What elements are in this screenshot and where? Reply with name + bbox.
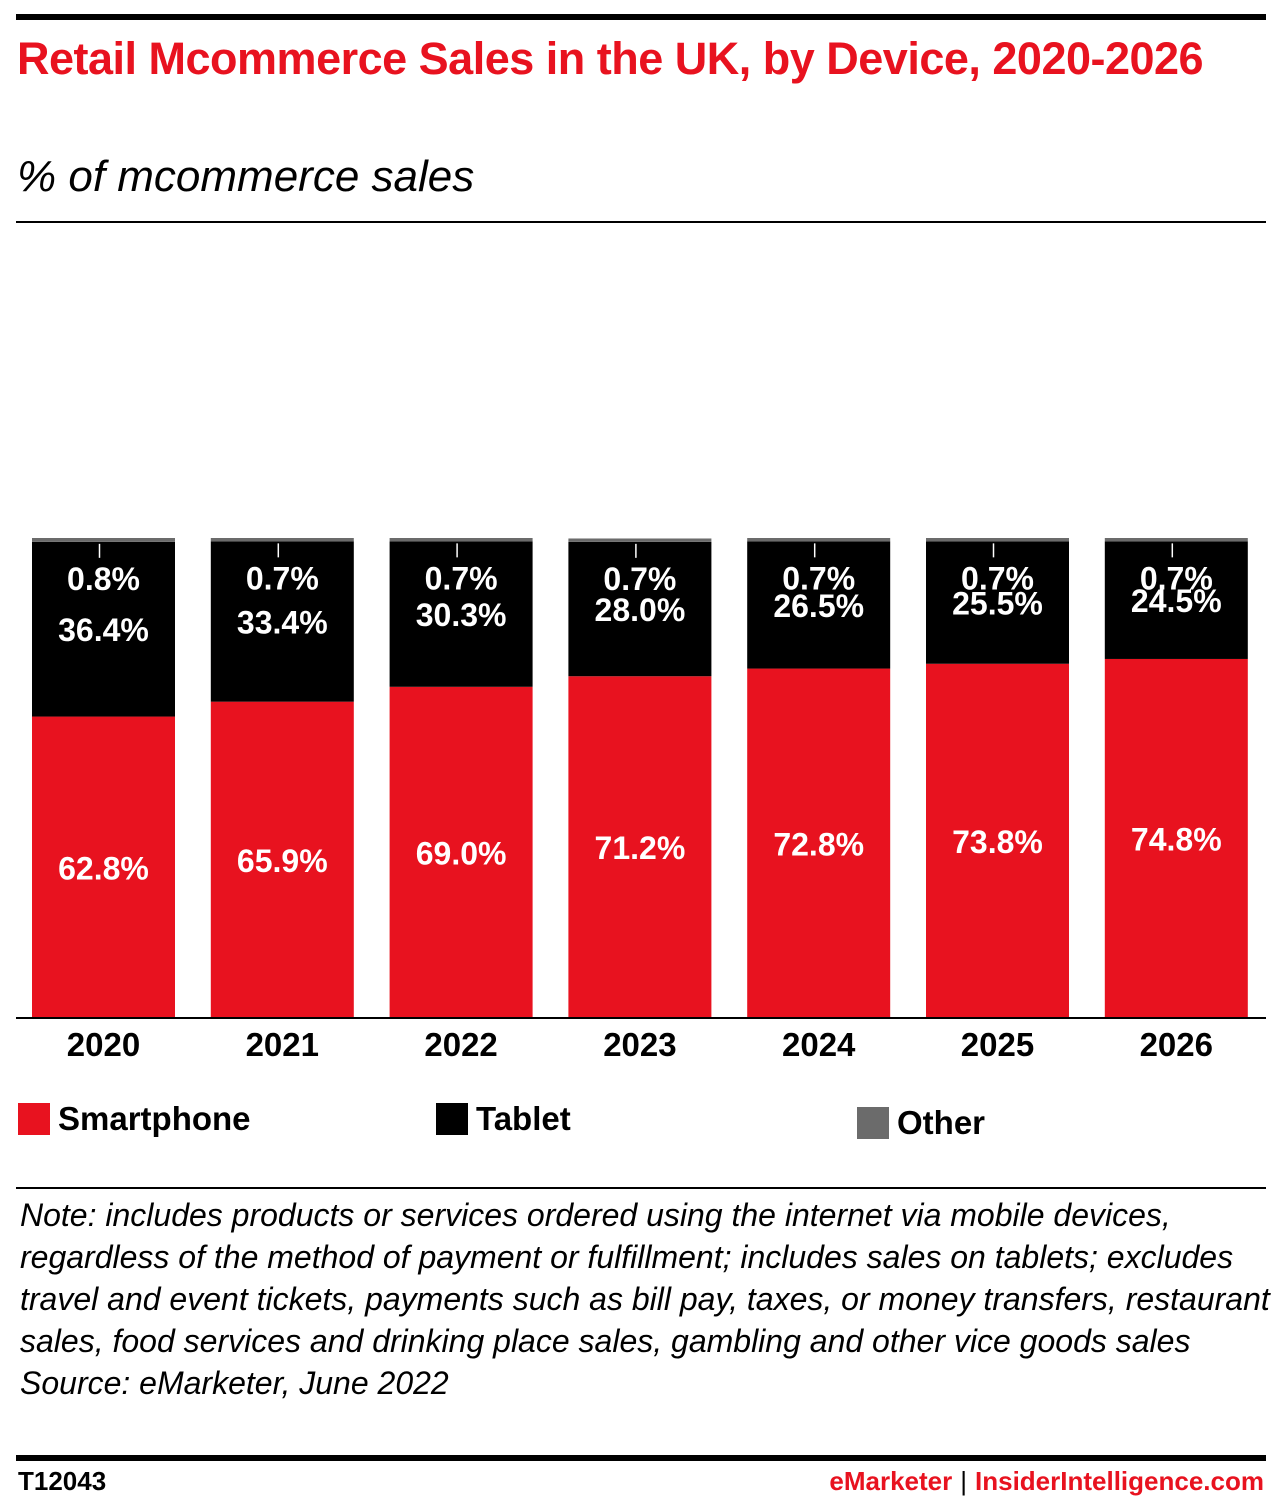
brand-emarketer: eMarketer (829, 1466, 953, 1496)
x-tick-label-2023: 2023 (603, 1026, 676, 1063)
bar-tablet-2023 (568, 541, 712, 677)
bar-smartphone-2024 (747, 668, 891, 1018)
legend-item-other: Other (857, 1104, 985, 1142)
label-smartphone-2023: 71.2% (595, 830, 686, 866)
bar-tablet-2020 (32, 541, 175, 717)
bar-smartphone-2026 (1104, 658, 1248, 1018)
legend-item-smartphone: Smartphone (18, 1100, 251, 1138)
label-tablet-2022: 30.3% (416, 597, 507, 633)
bar-smartphone-2022 (389, 686, 533, 1018)
x-tick-label-2021: 2021 (246, 1026, 319, 1063)
chart-id: T12043 (18, 1466, 107, 1496)
bar-other-2023 (568, 538, 712, 542)
label-tablet-2020: 36.4% (58, 612, 149, 648)
legend-item-tablet: Tablet (436, 1100, 571, 1138)
label-other-2020: 0.8% (67, 561, 140, 597)
label-other-2022: 0.7% (425, 560, 498, 596)
bar-tablet-2025 (926, 541, 1069, 664)
label-smartphone-2024: 72.8% (773, 826, 864, 862)
bar-tablet-2024 (747, 541, 891, 669)
label-smartphone-2026: 74.8% (1131, 821, 1222, 857)
note-text: Note: includes products or services orde… (20, 1197, 1270, 1359)
bar-smartphone-2021 (210, 701, 354, 1018)
chart-subtitle: % of mcommerce sales (17, 152, 475, 201)
x-tick-label-2024: 2024 (782, 1026, 856, 1063)
label-other-2021: 0.7% (246, 560, 319, 596)
bar-other-2022 (389, 538, 533, 542)
label-smartphone-2022: 69.0% (416, 835, 507, 871)
bar-smartphone-2023 (568, 676, 712, 1018)
bar-smartphone-2020 (32, 716, 175, 1018)
note-divider (16, 1187, 1266, 1189)
legend-label-tablet: Tablet (476, 1100, 571, 1137)
label-tablet-2021: 33.4% (237, 605, 328, 641)
label-tablet-2023: 28.0% (595, 592, 686, 628)
legend-swatch-smartphone (18, 1103, 50, 1135)
chart-notes: Note: includes products or services orde… (20, 1194, 1270, 1404)
label-tablet-2025: 25.5% (952, 586, 1043, 622)
label-smartphone-2025: 73.8% (952, 824, 1043, 860)
header-divider (16, 221, 1266, 223)
label-other-2025: 0.7% (961, 560, 1034, 596)
bar-other-2024 (747, 538, 891, 542)
top-rule (16, 14, 1266, 20)
label-smartphone-2021: 65.9% (237, 843, 328, 879)
bar-tablet-2026 (1104, 541, 1248, 659)
footer-rule (16, 1455, 1266, 1461)
stacked-bar-chart: 62.8% 36.4% 0.8% 2020 65.9% 33.4% 0.7% 2021 69.0… (16, 538, 1266, 1063)
label-tablet-2026: 24.5% (1131, 583, 1222, 619)
label-other-2023: 0.7% (603, 561, 676, 597)
legend-swatch-tablet (436, 1103, 468, 1135)
label-tablet-2024: 26.5% (773, 588, 864, 624)
label-other-2026: 0.7% (1140, 560, 1213, 596)
label-other-2024: 0.7% (782, 560, 855, 596)
label-smartphone-2020: 62.8% (58, 850, 149, 886)
x-tick-label-2022: 2022 (424, 1026, 497, 1063)
bar-other-2021 (210, 538, 354, 542)
bar-smartphone-2025 (926, 663, 1069, 1018)
x-tick-label-2020: 2020 (67, 1026, 140, 1063)
bar-other-2020 (32, 538, 175, 542)
bar-tablet-2021 (210, 541, 354, 702)
chart-title: Retail Mcommerce Sales in the UK, by Dev… (17, 33, 1204, 84)
legend-swatch-other (857, 1107, 889, 1139)
brand-separator: | (960, 1466, 968, 1496)
brand-insiderintelligence: InsiderIntelligence.com (975, 1466, 1264, 1496)
footer-brand: eMarketer | InsiderIntelligence.com (829, 1466, 1264, 1497)
legend-label-other: Other (897, 1104, 986, 1141)
bar-other-2026 (1104, 538, 1248, 542)
bar-tablet-2022 (389, 541, 533, 687)
x-tick-label-2025: 2025 (961, 1026, 1034, 1063)
bar-other-2025 (926, 538, 1069, 542)
source-text: Source: eMarketer, June 2022 (20, 1365, 449, 1401)
x-tick-label-2026: 2026 (1140, 1026, 1213, 1063)
legend-label-smartphone: Smartphone (58, 1100, 251, 1137)
